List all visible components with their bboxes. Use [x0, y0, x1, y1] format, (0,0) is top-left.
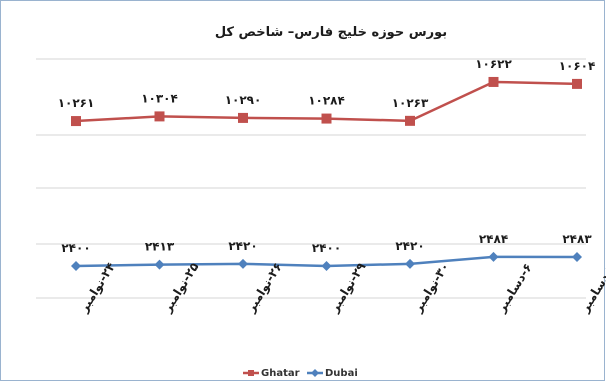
series-dubai: ۲۴۰۰ ۲۴۱۳ ۲۴۲۰ ۲۴۰۰ ۲۴۲۰ ۲۴۸۴ ۲۴۸۳: [61, 232, 592, 271]
data-point: [154, 111, 165, 122]
legend-label: Ghatar: [261, 368, 300, 379]
data-label: ۱۰۲۸۴: [308, 94, 345, 108]
data-point: [238, 258, 248, 269]
x-tick-label: ۲۴-نوامبر: [76, 260, 119, 316]
data-label: ۲۴۲۰: [395, 239, 424, 253]
x-tick-label: ۲۹-نوامبر: [327, 259, 370, 315]
data-point: [154, 259, 165, 270]
legend-marker: [248, 370, 254, 376]
data-label: ۲۴۸۳: [562, 232, 592, 246]
data-label: ۱۰۲۹۰: [225, 93, 262, 107]
x-tick-label: ۲۶-نوامبر: [243, 260, 286, 316]
x-tick-label: ۲۵-نوامبر: [160, 260, 203, 316]
data-point: [71, 116, 81, 127]
data-point: [405, 258, 415, 269]
data-point: [572, 78, 582, 89]
data-label: ۱۰۳۰۴: [141, 91, 178, 105]
data-point: [321, 113, 332, 124]
data-label: ۱۰۲۶۱: [58, 96, 95, 110]
data-point: [71, 261, 81, 271]
legend: Ghatar Dubai: [243, 368, 358, 379]
data-label: ۱۰۲۶۳: [392, 96, 429, 110]
legend-item-ghatar: Ghatar: [243, 368, 300, 379]
data-label: ۲۴۰۰: [312, 241, 341, 255]
x-tick-label: ۳۰-نوامبر: [410, 260, 453, 316]
series-ghatar: ۱۰۲۶۱ ۱۰۳۰۴ ۱۰۲۹۰ ۱۰۲۸۴ ۱۰۲۶۳ ۱۰۶۲۲ ۱۰۶۰۴: [58, 57, 596, 127]
data-point: [321, 261, 332, 271]
data-point: [488, 76, 499, 87]
x-axis-ticks: ۲۴-نوامبر ۲۵-نوامبر ۲۶-نوامبر ۲۹-نوامبر ۳۰-ن…: [76, 259, 606, 315]
legend-item-dubai: Dubai: [307, 368, 358, 379]
data-label: ۱۰۶۰۴: [559, 59, 596, 73]
data-label: ۱۰۶۲۲: [475, 57, 512, 71]
data-label: ۲۴۲۰: [228, 239, 257, 253]
chart-title: بورس حوزه خلیج فارس– شاخص کل: [215, 25, 447, 40]
gridlines: [36, 58, 586, 299]
data-label: ۲۴۰۰: [61, 241, 90, 255]
legend-marker: [311, 369, 319, 377]
data-point: [405, 115, 415, 126]
x-tick-label: ۶-دسامبر: [494, 261, 535, 316]
data-label: ۲۴۸۴: [479, 232, 508, 246]
x-tick-label: ۷-دسامبر: [577, 260, 606, 315]
data-point: [238, 112, 248, 123]
data-point: [572, 252, 582, 263]
legend-label: Dubai: [325, 368, 358, 379]
data-point: [488, 251, 499, 262]
data-label: ۲۴۱۳: [145, 240, 175, 254]
